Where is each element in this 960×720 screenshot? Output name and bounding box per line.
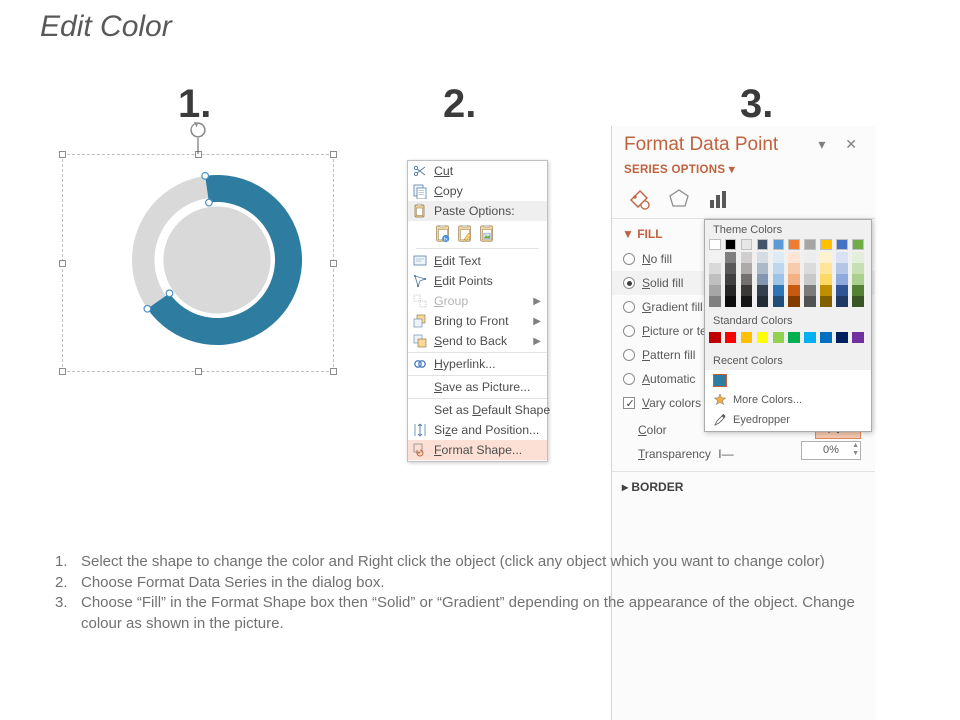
svg-text:fx: fx <box>444 237 448 243</box>
